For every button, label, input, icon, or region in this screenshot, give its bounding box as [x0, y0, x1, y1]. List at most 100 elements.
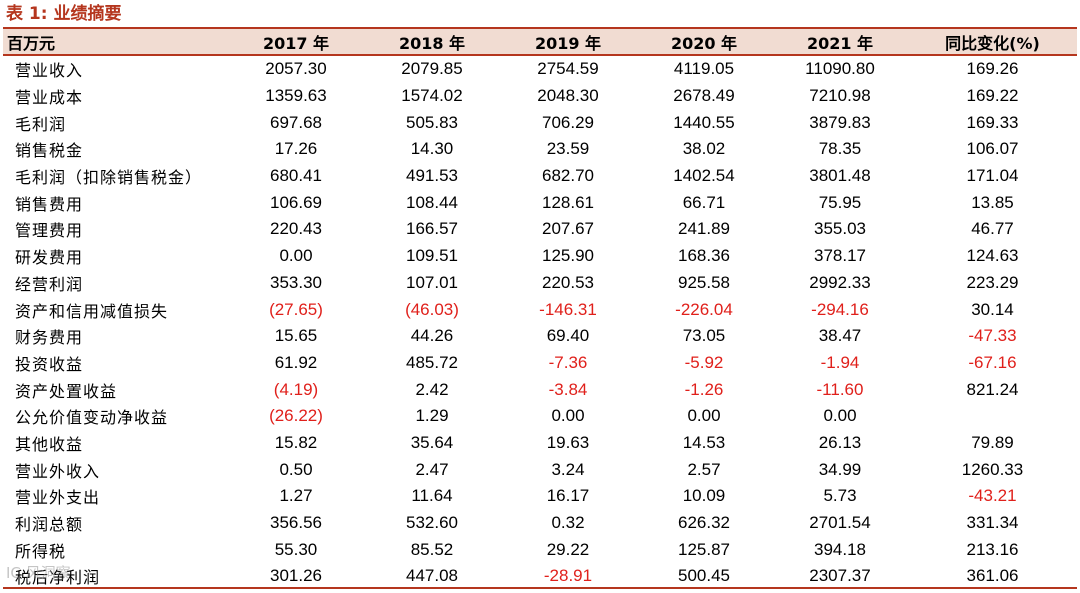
cell-value: 10.09	[682, 486, 726, 506]
cell-value: 2057.30	[265, 59, 327, 79]
cell-value: 44.26	[410, 326, 454, 346]
cell-yoy-change: 213.16	[966, 539, 1019, 559]
cell-value: 2079.85	[401, 59, 463, 79]
cell-value: (4.19)	[273, 379, 319, 399]
row-label: 毛利润（扣除销售税金）	[15, 168, 203, 188]
table-row: 资产和信用减值损失 (27.65) (46.03) -146.31 -226.04 -29…	[3, 296, 1077, 323]
table-row: 财务费用 15.65 44.26 69.40 73.05 38.47 -47.33	[3, 323, 1077, 350]
row-label: 营业收入	[15, 61, 84, 81]
cell-value: 73.05	[682, 326, 726, 346]
row-label: 财务费用	[15, 328, 84, 348]
cell-value: 394.18	[814, 539, 866, 559]
cell-value: 1402.54	[673, 166, 735, 186]
table-row: 资产处置收益 (4.19) 2.42 -3.84 -1.26 -11.60 821.24	[3, 376, 1077, 403]
cell-yoy-change: 124.63	[966, 246, 1019, 266]
cell-value: 109.51	[406, 246, 458, 266]
cell-value: -294.16	[811, 299, 869, 319]
cell-value: 168.36	[678, 246, 730, 266]
cell-yoy-change: -47.33	[968, 326, 1017, 346]
cell-value: 11090.80	[805, 59, 875, 79]
table-row: 其他收益 15.82 35.64 19.63 14.53 26.13 79.89	[3, 430, 1077, 457]
cell-value: (26.22)	[269, 406, 323, 426]
cell-yoy-change: 46.77	[971, 219, 1014, 239]
cell-value: 220.43	[270, 219, 322, 239]
cell-value: 697.68	[270, 112, 322, 132]
table-row: 投资收益 61.92 485.72 -7.36 -5.92 -1.94 -67.16	[3, 350, 1077, 377]
cell-value: 447.08	[406, 566, 458, 586]
cell-value: -28.91	[543, 566, 593, 586]
table-row: 税后净利润 301.26 447.08 -28.91 500.45 2307.37 361.…	[3, 563, 1077, 590]
cell-value: 1440.55	[673, 112, 735, 132]
cell-value: 108.44	[406, 192, 458, 212]
cell-value: 11.64	[411, 486, 453, 506]
table-row: 营业外支出 1.27 11.64 16.17 10.09 5.73 -43.21	[3, 483, 1077, 510]
row-label: 利润总额	[15, 515, 84, 535]
cell-value: 0.50	[279, 459, 313, 479]
cell-value: 500.45	[678, 566, 730, 586]
row-label: 资产和信用减值损失	[15, 301, 169, 321]
cell-value: 353.30	[270, 272, 322, 292]
cell-value: 0.00	[551, 406, 585, 426]
header-rule	[3, 54, 1077, 56]
cell-yoy-change: 79.89	[971, 432, 1014, 452]
cell-yoy-change: -43.21	[968, 486, 1017, 506]
cell-value: 1574.02	[401, 86, 463, 106]
cell-yoy-change: 13.85	[971, 192, 1014, 212]
cell-value: 15.82	[274, 432, 318, 452]
cell-yoy-change: 169.33	[966, 112, 1019, 132]
cell-value: 166.57	[406, 219, 458, 239]
cell-value: 61.92	[274, 352, 318, 372]
cell-value: -7.36	[548, 352, 588, 372]
cell-yoy-change: 30.14	[971, 299, 1014, 319]
table-row: 销售费用 106.69 108.44 128.61 66.71 75.95 13.85	[3, 189, 1077, 216]
cell-value: 78.35	[818, 139, 862, 159]
header-2020: 2020 年	[670, 33, 738, 53]
cell-value: 532.60	[406, 513, 458, 533]
cell-value: 66.71	[682, 192, 726, 212]
cell-yoy-change: 331.34	[966, 513, 1019, 533]
row-label: 销售费用	[15, 194, 84, 214]
cell-yoy-change: 169.26	[966, 59, 1019, 79]
table-body: 营业收入 2057.30 2079.85 2754.59 4119.05 11090.80…	[3, 56, 1077, 590]
cell-value: 2048.30	[537, 86, 599, 106]
row-label: 税后净利润	[15, 568, 101, 588]
table-row: 营业收入 2057.30 2079.85 2754.59 4119.05 11090.80…	[3, 56, 1077, 83]
cell-value: 125.87	[678, 539, 730, 559]
cell-value: 491.53	[406, 166, 458, 186]
cell-yoy-change: -67.16	[968, 352, 1017, 372]
cell-value: 75.95	[818, 192, 862, 212]
cell-value: 2701.54	[809, 513, 871, 533]
cell-value: 0.00	[279, 246, 313, 266]
table-row: 营业外收入 0.50 2.47 3.24 2.57 34.99 1260.33	[3, 456, 1077, 483]
top-rule	[3, 27, 1077, 29]
header-yoy-change: 同比变化(%)	[945, 33, 1040, 53]
cell-value: (27.65)	[269, 299, 323, 319]
header-2018: 2018 年	[398, 33, 466, 53]
table-row: 销售税金 17.26 14.30 23.59 38.02 78.35 106.07	[3, 136, 1077, 163]
cell-value: 7210.98	[809, 86, 871, 106]
cell-value: 2.42	[415, 379, 449, 399]
row-label: 销售税金	[15, 141, 84, 161]
table-row: 经营利润 353.30 107.01 220.53 925.58 2992.33 223.2…	[3, 270, 1077, 297]
table-row: 毛利润 697.68 505.83 706.29 1440.55 3879.83 169.3…	[3, 109, 1077, 136]
cell-value: 378.17	[814, 246, 866, 266]
table-row: 公允价值变动净收益 (26.22) 1.29 0.00 0.00 0.00	[3, 403, 1077, 430]
cell-value: -146.31	[539, 299, 597, 319]
row-label: 投资收益	[15, 354, 84, 374]
cell-value: 1.29	[415, 406, 449, 426]
cell-value: (46.03)	[405, 299, 459, 319]
cell-value: 0.00	[823, 406, 857, 426]
bottom-rule	[3, 587, 1077, 589]
cell-value: 38.47	[818, 326, 862, 346]
cell-value: 34.99	[818, 459, 862, 479]
cell-value: 125.90	[542, 246, 594, 266]
cell-value: 107.01	[406, 272, 458, 292]
cell-value: 23.59	[546, 139, 590, 159]
cell-value: 19.63	[546, 432, 590, 452]
cell-value: 14.30	[410, 139, 454, 159]
cell-value: 356.56	[270, 513, 322, 533]
table-row: 营业成本 1359.63 1574.02 2048.30 2678.49 7210.98 1…	[3, 83, 1077, 110]
table-row: 所得税 55.30 85.52 29.22 125.87 394.18 213.16	[3, 536, 1077, 563]
cell-value: 3.24	[551, 459, 585, 479]
cell-value: 680.41	[270, 166, 322, 186]
